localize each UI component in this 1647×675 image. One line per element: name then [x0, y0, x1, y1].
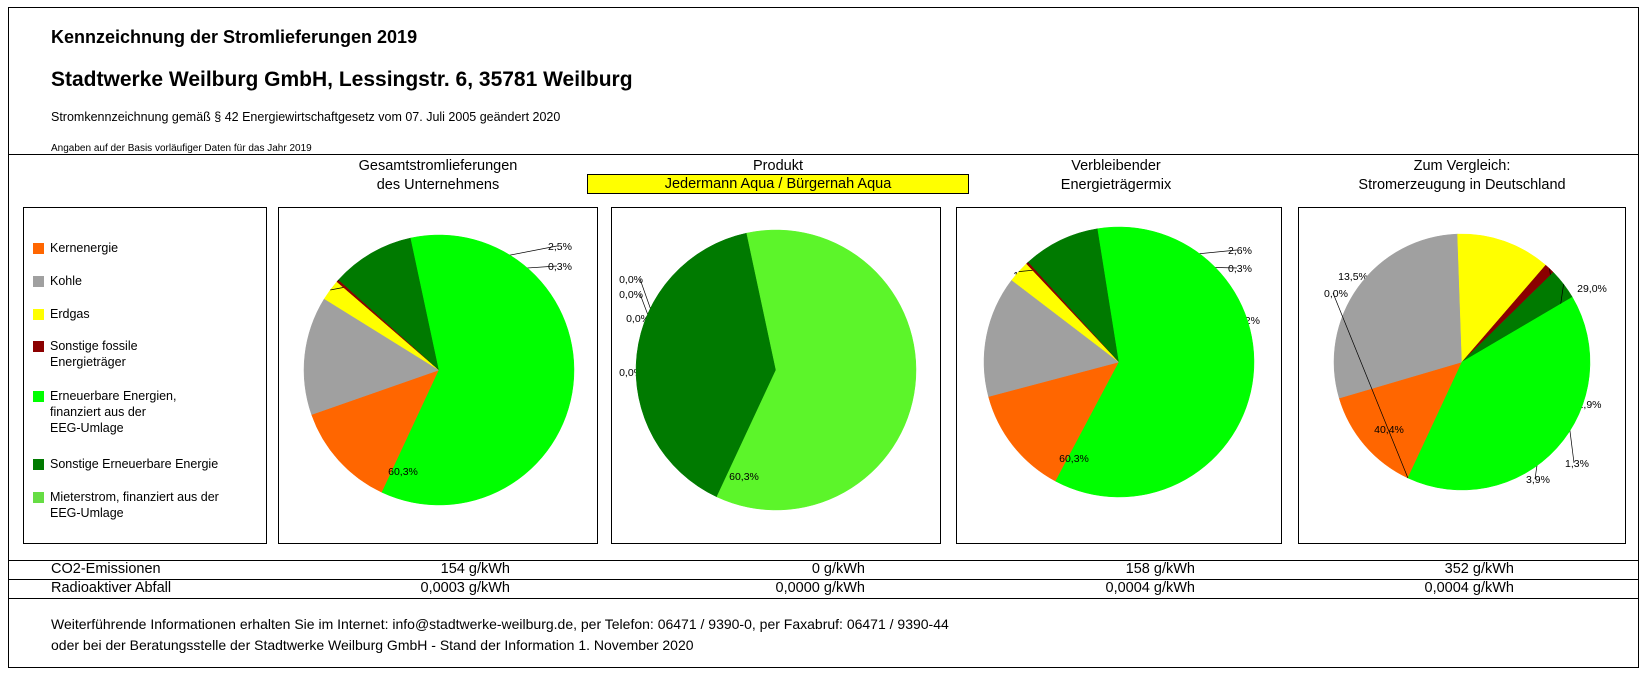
column-heading-de-line1: Zum Vergleich: — [1413, 158, 1511, 174]
legend-item: Erneuerbare Energien, finanziert aus der… — [33, 388, 176, 436]
waste-value-de: 0,0004 g/kWh — [1424, 580, 1514, 596]
legend-item: Kernenergie — [33, 240, 118, 256]
legend-item: Kohle — [33, 273, 82, 289]
co2-value-produkt: 0 g/kWh — [811, 561, 865, 577]
legend-item: Mieterstrom, finanziert aus der EEG-Umla… — [33, 489, 219, 521]
header-divider — [8, 154, 1639, 155]
pie-slice — [1027, 228, 1120, 363]
column-heading-rest: Verbleibender Energieträgermix — [953, 157, 1279, 195]
pie-data-label: 60,3% — [1059, 453, 1089, 465]
legend-label: Mieterstrom, finanziert aus der EEG-Umla… — [50, 490, 219, 520]
column-heading-gesamt-line1: Gesamtstromlieferungen — [358, 158, 518, 174]
legend-swatch — [33, 243, 44, 254]
legend-label: Kohle — [50, 274, 82, 288]
pie-data-label: 0,3% — [1228, 263, 1252, 275]
legend-item: Sonstige Erneuerbare Energie — [33, 456, 218, 472]
pie-slice — [1457, 233, 1547, 363]
pie-data-label: 13,5% — [1338, 271, 1368, 283]
pie-data-label: 0,0% — [619, 289, 643, 301]
legend-label: Sonstige Erneuerbare Energie — [50, 457, 219, 471]
pie-data-label: 3,9% — [1526, 474, 1550, 486]
pie-data-label: 60,3% — [729, 471, 759, 483]
pie-slice — [381, 234, 575, 506]
pie-data-label: 40,4% — [1374, 424, 1404, 436]
legend-label: Erneuerbare Energien, finanziert aus der… — [50, 389, 177, 435]
co2-value-de: 352 g/kWh — [1444, 561, 1514, 577]
column-heading-rest-line1: Verbleibender — [1071, 158, 1161, 174]
waste-value-rest: 0,0004 g/kWh — [1105, 580, 1195, 596]
page-title: Kennzeichnung der Stromlieferungen 2019 — [51, 27, 418, 47]
column-heading-produkt: Produkt — [753, 158, 803, 174]
radioactive-waste-label: Radioaktiver Abfall — [51, 580, 172, 596]
company-name: Stadtwerke Weilburg GmbH, Lessingstr. 6,… — [51, 68, 633, 91]
legend-swatch — [33, 341, 44, 352]
pie-slice — [1407, 296, 1591, 491]
column-heading-de-line2: Stromerzeugung in Deutschland — [1358, 177, 1566, 193]
pie-slice — [635, 232, 777, 498]
pie-slice — [983, 279, 1120, 397]
column-heading-rest-line2: Energieträgermix — [1060, 177, 1172, 193]
product-name-badge: Jedermann Aqua / Bürgernah Aqua — [587, 174, 969, 194]
footer-info-line2: oder bei der Beratungsstelle der Stadtwe… — [51, 637, 694, 653]
waste-value-gesamt: 0,0003 g/kWh — [420, 580, 510, 596]
legend-label: Erdgas — [50, 307, 90, 321]
legend-swatch — [33, 459, 44, 470]
pie-slice — [988, 361, 1120, 482]
legend-item: Sonstige fossile Energieträger — [33, 338, 138, 370]
legend-swatch — [33, 391, 44, 402]
legend-swatch — [33, 492, 44, 503]
legend-swatch — [33, 309, 44, 320]
pie-data-label: 29,0% — [1577, 283, 1607, 295]
basis-note: Angaben auf der Basis vorläufiger Daten … — [51, 143, 312, 154]
legend-item: Erdgas — [33, 306, 90, 322]
pie-slice — [338, 237, 440, 371]
pie-data-label: 2,6% — [1228, 245, 1252, 257]
pie-data-label: 60,3% — [388, 466, 418, 478]
co2-value-gesamt: 154 g/kWh — [440, 561, 510, 577]
pie-slice — [311, 369, 440, 493]
pie-data-label: 2,5% — [548, 241, 572, 253]
footer-info-line1: Weiterführende Informationen erhalten Si… — [51, 616, 949, 632]
pie-slice — [1338, 361, 1463, 479]
legend-swatch — [33, 276, 44, 287]
co2-value-rest: 158 g/kWh — [1125, 561, 1195, 577]
pie-slice — [303, 298, 440, 415]
law-note: Stromkennzeichnung gemäß § 42 Energiewir… — [51, 110, 561, 124]
pie-slice — [716, 229, 917, 511]
co2-label: CO2-Emissionen — [51, 561, 161, 577]
metrics-middle-divider — [8, 579, 1639, 580]
pie-label-leader — [1332, 292, 1409, 479]
pie-data-label: 0,0% — [619, 274, 643, 286]
waste-value-produkt: 0,0000 g/kWh — [775, 580, 865, 596]
metrics-top-divider — [8, 560, 1639, 561]
legend-label: Kernenergie — [50, 241, 119, 255]
pie-data-label: 0,0% — [1324, 288, 1348, 300]
column-heading-gesamt: Gesamtstromlieferungen des Unternehmens — [278, 157, 598, 195]
legend-label: Sonstige fossile Energieträger — [50, 339, 138, 369]
pie-data-label: 1,3% — [1565, 458, 1589, 470]
column-heading-de: Zum Vergleich: Stromerzeugung in Deutsch… — [1298, 157, 1626, 195]
pie-data-label: 0,3% — [548, 261, 572, 273]
pie-slice — [1333, 233, 1463, 399]
column-heading-gesamt-line2: des Unternehmens — [376, 177, 500, 193]
pie-slice — [1055, 226, 1255, 498]
legend-box — [23, 207, 267, 544]
outer-frame — [8, 7, 1639, 668]
pie-data-label: 0,0% — [626, 313, 650, 325]
metrics-bottom-divider — [8, 598, 1639, 599]
